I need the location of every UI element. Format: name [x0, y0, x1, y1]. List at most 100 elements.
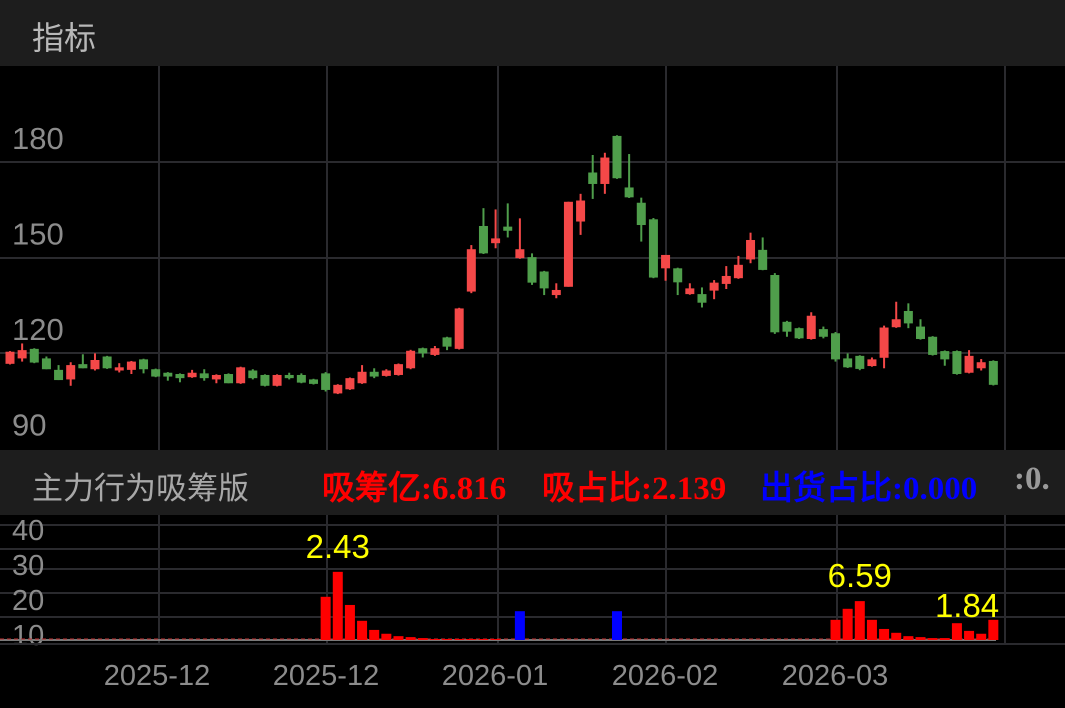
y-tick-label: 10: [12, 620, 44, 652]
candle-body: [66, 365, 76, 380]
y-tick-label: 180: [12, 121, 64, 156]
absorb-bar: [866, 619, 877, 640]
candle-body: [406, 350, 416, 369]
absorb-bar: [417, 638, 428, 640]
candle-body: [418, 348, 428, 354]
candle-body: [746, 239, 756, 260]
x-tick-label: 2025-12: [273, 660, 379, 692]
candle-body: [600, 157, 610, 184]
y-tick-label: 30: [12, 550, 44, 582]
y-tick-label: 120: [12, 312, 64, 347]
bar-annotation: 1.84: [935, 587, 999, 624]
absorb-bar: [976, 633, 987, 640]
candle-body: [879, 327, 889, 358]
candle-body: [345, 378, 355, 390]
y-tick-label: 20: [12, 585, 44, 617]
candle-body: [770, 275, 780, 333]
indicator-name[interactable]: 主力行为吸筹版: [32, 471, 249, 507]
candle-body: [478, 225, 488, 254]
candle-body: [831, 333, 841, 360]
candle-body: [175, 374, 185, 379]
candle-body: [988, 360, 998, 385]
absorb-bar: [442, 639, 453, 640]
candle-body: [491, 238, 501, 244]
absorb-bar: [927, 638, 938, 640]
absorb-bar: [939, 638, 950, 640]
candle-body: [515, 249, 525, 259]
candle-body: [5, 351, 15, 364]
x-tick-label: 2026-02: [612, 660, 718, 692]
candle-body: [90, 360, 100, 370]
candle-body: [442, 337, 452, 347]
absorb-bar: [320, 596, 331, 640]
candle-body: [248, 370, 258, 379]
candle-body: [381, 370, 391, 376]
y-tick-label: 40: [12, 515, 44, 547]
candle-body: [151, 369, 161, 377]
candle-body: [794, 328, 804, 339]
y-tick-label: 90: [12, 408, 46, 443]
candle-body: [928, 336, 938, 355]
absorb-bar: [344, 604, 355, 640]
absorb-bar: [964, 630, 975, 640]
candle-body: [903, 310, 913, 324]
absorb-bar: [854, 601, 865, 640]
candle-body: [940, 351, 950, 360]
candle-body: [539, 271, 549, 289]
absorb-bar: [381, 633, 392, 640]
candle-body: [466, 249, 476, 292]
candle-body: [284, 374, 294, 379]
candle-body: [260, 374, 270, 386]
x-tick-label: 2026-01: [442, 660, 548, 692]
candle-body: [224, 374, 234, 384]
ship-bar: [514, 611, 525, 640]
candle-body: [126, 361, 136, 370]
candle-body: [187, 372, 197, 378]
candle-body: [199, 373, 209, 379]
absorb-amount-value: 吸筹亿:6.816: [322, 471, 507, 507]
indicator-header: 指标: [0, 0, 1065, 66]
absorb-bar: [903, 636, 914, 640]
x-tick-label: 2025-12: [104, 660, 210, 692]
absorb-bar: [915, 637, 926, 640]
bar-annotation: 6.59: [828, 557, 892, 594]
y-tick-label: 150: [12, 217, 64, 252]
absorb-bar: [830, 619, 841, 640]
candle-body: [309, 379, 318, 384]
absorb-bar: [842, 608, 853, 640]
candle-body: [114, 367, 124, 371]
candle-body: [139, 359, 149, 370]
ship-bar: [612, 611, 622, 640]
candle-body: [17, 350, 27, 359]
candle-body: [843, 358, 853, 368]
candle-body: [357, 371, 367, 384]
candle-body: [782, 321, 792, 332]
candle-body: [855, 355, 865, 369]
candle-body: [41, 358, 51, 370]
absorb-bar: [332, 571, 343, 640]
candle-body: [673, 268, 683, 283]
absorb-bar: [369, 629, 380, 640]
candle-body: [891, 319, 901, 328]
absorb-ratio-value: 吸占比:2.139: [542, 471, 727, 507]
candle-body: [236, 367, 246, 384]
candle-body: [527, 257, 537, 283]
candle-body: [636, 202, 646, 226]
candle-body: [709, 282, 719, 291]
candle-body: [296, 374, 306, 383]
absorb-bar: [478, 639, 489, 640]
candle-body: [102, 356, 112, 369]
candle-body: [321, 373, 331, 390]
absorb-bar: [429, 639, 440, 640]
indicator-legend-bar: 主力行为吸筹版 吸筹亿:6.816 吸占比:2.139 出货占比:0.000 :…: [0, 450, 1065, 515]
absorb-bar: [951, 623, 962, 640]
candle-body: [393, 364, 403, 375]
candle-body: [721, 275, 731, 284]
candle-body: [867, 359, 877, 367]
candle-body: [697, 294, 707, 303]
candle-body: [624, 187, 634, 198]
candle-body: [976, 362, 986, 369]
candle-body: [29, 348, 39, 363]
candle-body: [54, 369, 64, 381]
